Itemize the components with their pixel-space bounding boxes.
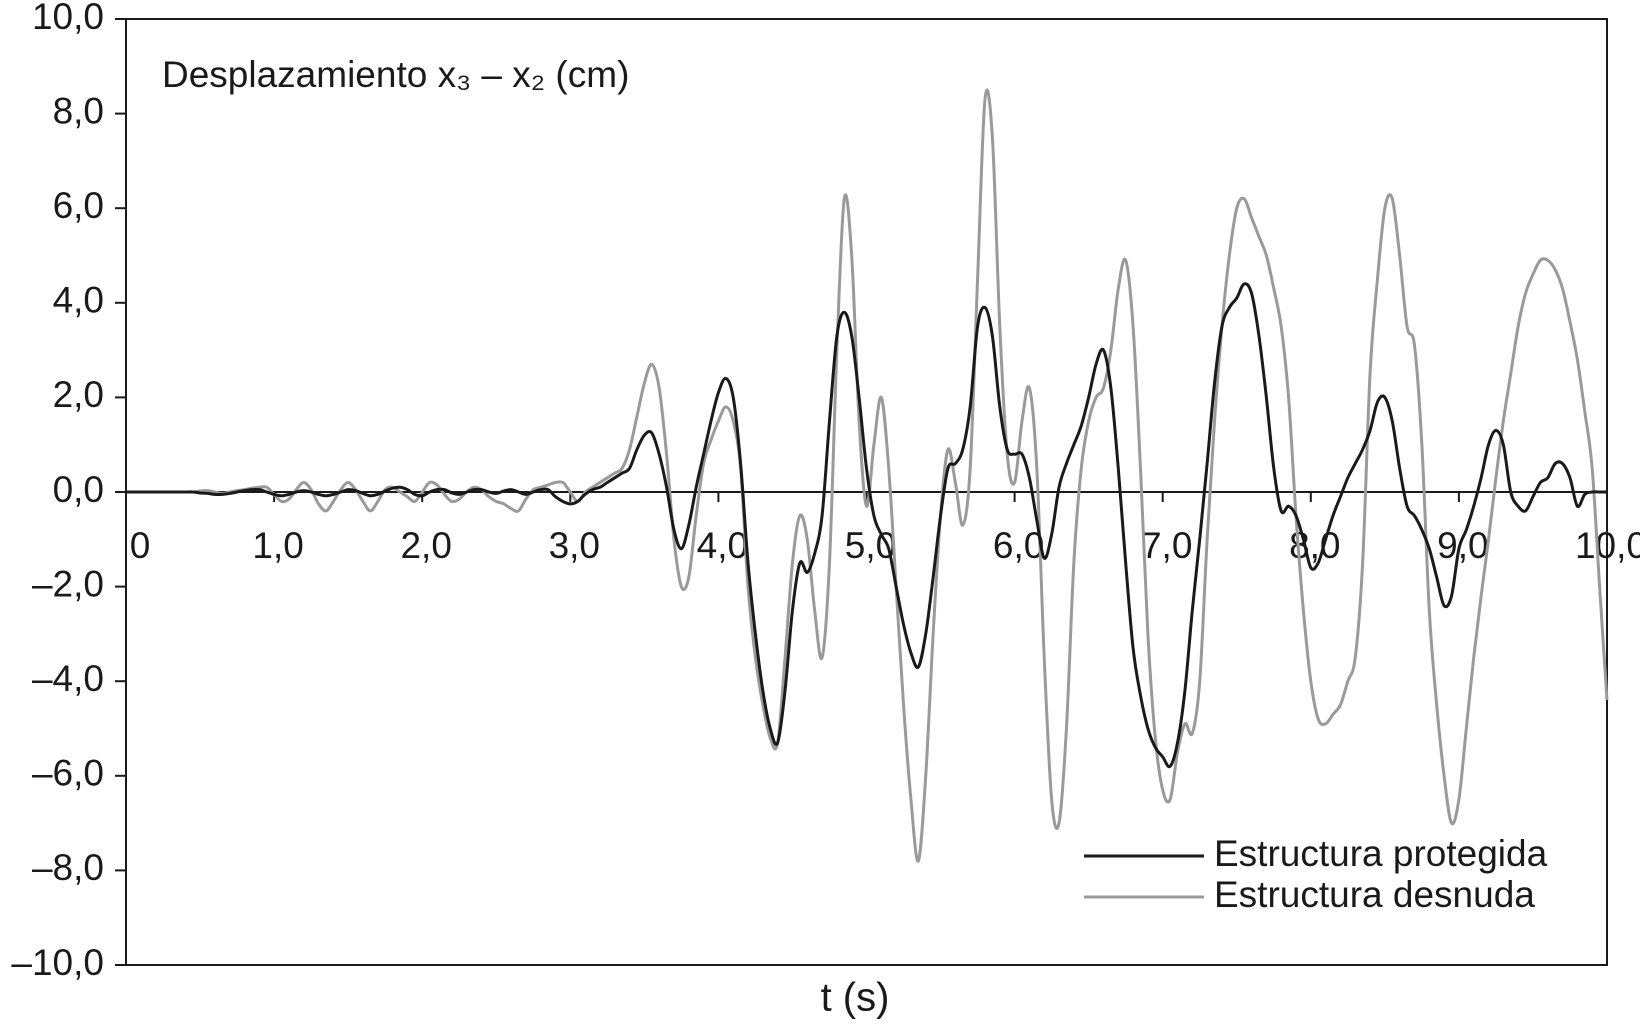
- x-tick-label: 2,0: [400, 525, 451, 566]
- x-tick-label: 1,0: [252, 525, 303, 566]
- x-tick-label: 9,0: [1437, 525, 1488, 566]
- x-tick-label: 7,0: [1141, 525, 1192, 566]
- y-tick-label: 10,0: [32, 0, 104, 37]
- y-tick-label: –6,0: [32, 753, 104, 794]
- x-tick-label: 4,0: [697, 525, 748, 566]
- y-tick-label: –10,0: [11, 942, 104, 983]
- x-tick-label: 10,0: [1575, 525, 1640, 566]
- y-tick-label: –8,0: [32, 847, 104, 888]
- legend-label: Estructura protegida: [1214, 833, 1548, 874]
- y-tick-label: 2,0: [53, 374, 104, 415]
- x-tick-label: 6,0: [993, 525, 1044, 566]
- y-tick-label: –4,0: [32, 658, 104, 699]
- x-tick-label: 3,0: [549, 525, 600, 566]
- y-tick-label: 0,0: [53, 469, 104, 510]
- x-axis-label: t (s): [821, 976, 890, 1020]
- series-line: [125, 282, 1607, 769]
- y-tick-label: 6,0: [53, 185, 104, 226]
- y-tick-label: –2,0: [32, 563, 104, 604]
- legend-label: Estructura desnuda: [1214, 874, 1535, 915]
- chart-title: Desplazamiento x₃ – x₂ (cm): [162, 54, 629, 95]
- y-tick-label: 8,0: [53, 90, 104, 131]
- y-tick-label: 4,0: [53, 280, 104, 321]
- x-tick-label: 0: [130, 525, 151, 566]
